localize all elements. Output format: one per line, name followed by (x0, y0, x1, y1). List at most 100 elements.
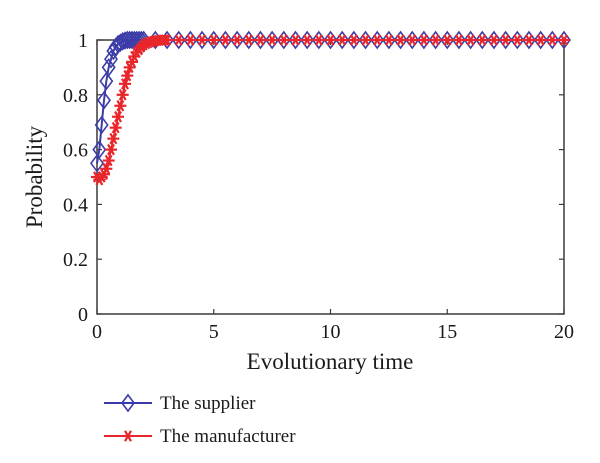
data-point-diamond (475, 30, 490, 50)
data-point-asterisk (121, 69, 134, 82)
data-point-diamond (381, 30, 396, 50)
data-point-diamond (521, 30, 536, 50)
data-point-asterisk (406, 34, 419, 46)
data-point-diamond (510, 30, 525, 50)
data-point-diamond (195, 30, 210, 50)
data-point-asterisk (487, 34, 500, 46)
data-point-asterisk (219, 34, 232, 46)
data-point-asterisk (429, 34, 442, 46)
data-point-diamond (183, 30, 198, 50)
data-point-asterisk (522, 34, 535, 46)
y-tick-label: 0 (78, 304, 88, 326)
data-point-diamond (218, 30, 233, 50)
data-point-diamond (288, 30, 303, 50)
data-point-diamond (241, 30, 256, 50)
y-tick-label: 1 (78, 30, 88, 52)
x-axis-title: Evolutionary time (247, 349, 414, 374)
series-layer (90, 30, 571, 186)
data-point-asterisk (324, 34, 337, 46)
data-point-asterisk (114, 100, 127, 112)
data-point-asterisk (254, 34, 267, 46)
series-manufacturer (91, 34, 570, 186)
x-tick-label: 10 (321, 321, 341, 343)
x-tick-label: 15 (437, 321, 457, 343)
x-tick-label: 0 (92, 321, 102, 343)
data-point-asterisk (371, 34, 384, 46)
data-point-diamond (358, 30, 373, 50)
data-point-asterisk (464, 34, 477, 46)
data-point-diamond (94, 115, 109, 135)
data-point-diamond (533, 30, 548, 50)
data-point-asterisk (558, 34, 570, 46)
legend-label-supplier: The supplier (160, 393, 256, 414)
series-line (96, 39, 564, 164)
data-point-diamond (323, 30, 338, 50)
data-point-asterisk (546, 34, 559, 46)
data-point-diamond (206, 30, 221, 50)
y-tick-label: 0.2 (63, 249, 88, 271)
data-point-diamond (171, 30, 186, 50)
legend-label-manufacturer: The manufacturer (160, 426, 296, 447)
data-point-diamond (230, 30, 245, 50)
data-point-asterisk (112, 110, 125, 123)
data-point-asterisk (116, 89, 129, 101)
legend-swatch-supplier (104, 393, 152, 413)
legend-swatch-manufacturer (104, 430, 152, 442)
legend-marker-diamond (121, 393, 135, 413)
data-point-diamond (99, 71, 114, 91)
data-point-asterisk (312, 34, 325, 46)
data-point-diamond (451, 30, 466, 50)
data-point-asterisk (105, 143, 118, 156)
y-tick-label: 0.4 (63, 194, 88, 216)
data-point-diamond (92, 140, 107, 159)
data-point-diamond (393, 30, 408, 50)
data-point-asterisk (359, 34, 372, 46)
data-point-asterisk (107, 132, 120, 145)
x-tick-label: 5 (209, 321, 219, 343)
data-point-asterisk (184, 34, 197, 46)
data-point-diamond (405, 30, 420, 50)
data-point-diamond (486, 30, 501, 50)
data-point-asterisk (196, 34, 209, 46)
data-point-asterisk (511, 34, 524, 46)
data-point-asterisk (347, 34, 360, 46)
data-point-asterisk (231, 34, 244, 46)
series-supplier (90, 30, 571, 173)
data-point-diamond (106, 41, 121, 61)
data-point-asterisk (289, 34, 302, 46)
data-point-asterisk (534, 34, 547, 46)
y-axis-title: Probability (22, 125, 47, 228)
plot-frame (96, 39, 565, 315)
data-point-diamond (557, 30, 571, 50)
data-point-asterisk (441, 34, 454, 46)
data-point-diamond (545, 30, 560, 50)
data-point-asterisk (102, 154, 115, 167)
x-tick-label: 20 (554, 321, 574, 343)
data-point-diamond (335, 30, 350, 50)
data-point-asterisk (266, 34, 279, 46)
data-point-diamond (498, 30, 513, 50)
data-point-diamond (370, 30, 385, 50)
legend: The supplier The manufacturer (104, 393, 296, 447)
data-point-diamond (300, 30, 315, 50)
data-point-diamond (428, 30, 443, 50)
legend-marker-asterisk (122, 430, 134, 442)
data-point-diamond (416, 30, 431, 50)
data-point-asterisk (417, 34, 430, 46)
data-point-diamond (440, 30, 455, 50)
data-point-diamond (90, 153, 104, 173)
data-point-diamond (265, 30, 280, 50)
y-tick-label: 0.8 (63, 85, 88, 107)
data-point-asterisk (119, 78, 132, 90)
x-tick-labels: 0 5 10 15 20 (92, 321, 574, 343)
data-point-diamond (276, 30, 291, 50)
y-tick-label: 0.6 (63, 140, 88, 162)
data-point-diamond (97, 90, 112, 110)
data-point-asterisk (109, 121, 122, 134)
data-point-asterisk (161, 34, 174, 46)
data-point-asterisk (172, 34, 185, 46)
series-line (96, 39, 564, 182)
data-point-diamond (311, 30, 326, 50)
data-point-diamond (253, 30, 268, 50)
